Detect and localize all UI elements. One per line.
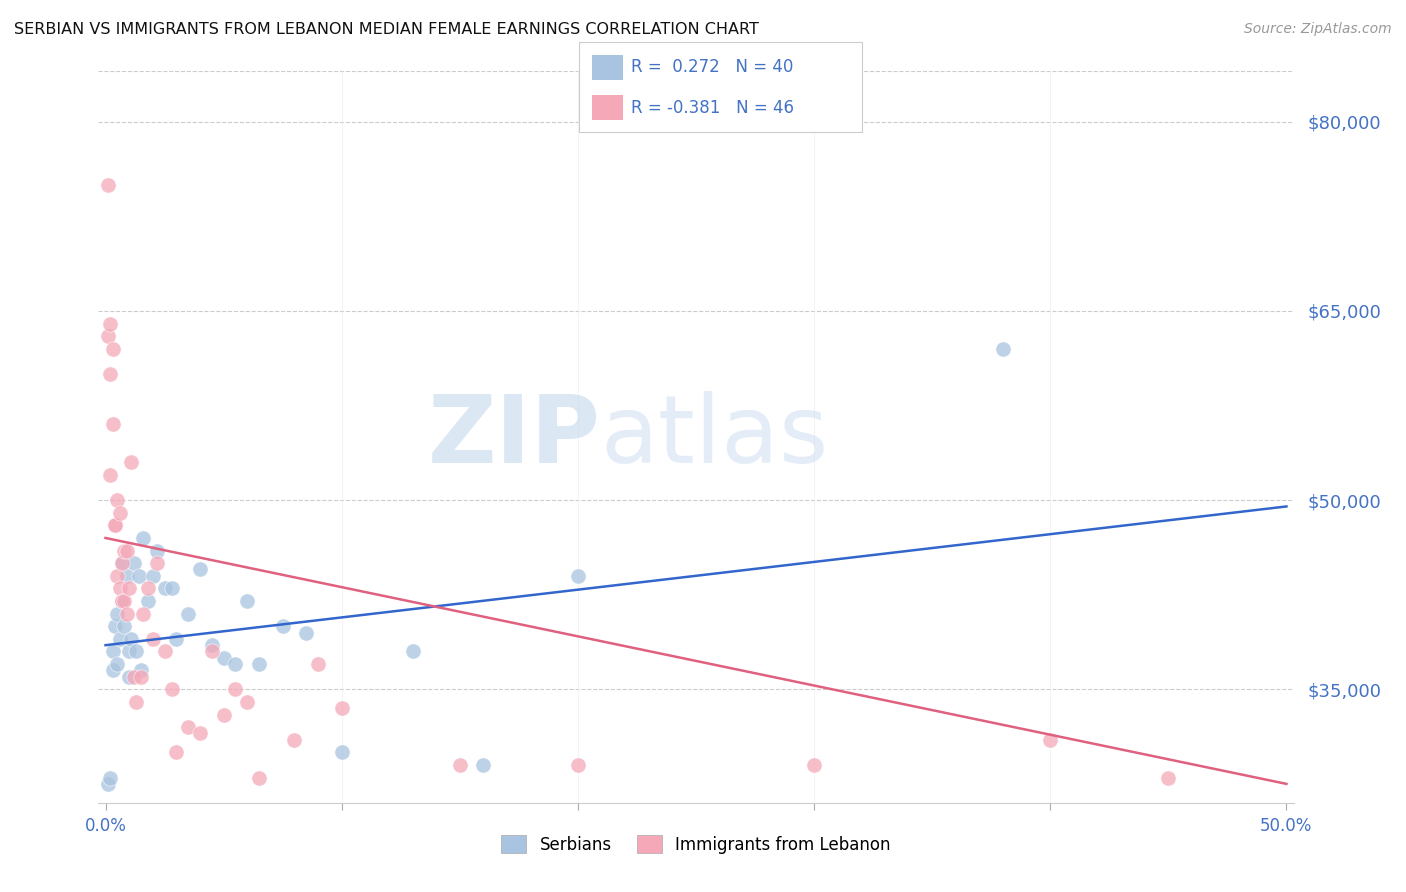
- Point: [1039, 732, 1062, 747]
- Point: [271, 619, 294, 633]
- Point: [105, 493, 128, 508]
- Point: [101, 342, 124, 356]
- Point: [125, 695, 148, 709]
- Point: [112, 543, 135, 558]
- Point: [567, 569, 589, 583]
- Point: [105, 607, 128, 621]
- Point: [307, 657, 329, 671]
- Point: [97, 777, 120, 791]
- Point: [112, 594, 135, 608]
- Text: ZIP: ZIP: [427, 391, 600, 483]
- Point: [101, 644, 124, 658]
- Point: [118, 670, 141, 684]
- Text: R =  0.272   N = 40: R = 0.272 N = 40: [631, 58, 793, 77]
- Text: SERBIAN VS IMMIGRANTS FROM LEBANON MEDIAN FEMALE EARNINGS CORRELATION CHART: SERBIAN VS IMMIGRANTS FROM LEBANON MEDIA…: [14, 22, 759, 37]
- Point: [111, 556, 134, 570]
- Point: [101, 664, 124, 678]
- Point: [449, 758, 471, 772]
- Point: [165, 632, 187, 646]
- Point: [330, 701, 353, 715]
- Point: [128, 569, 150, 583]
- Point: [401, 644, 423, 658]
- Point: [118, 644, 141, 658]
- Point: [146, 556, 169, 570]
- Point: [108, 632, 131, 646]
- Point: [803, 758, 825, 772]
- Point: [118, 582, 141, 596]
- Point: [122, 670, 145, 684]
- Point: [247, 657, 270, 671]
- Point: [98, 467, 121, 482]
- Text: R = -0.381   N = 46: R = -0.381 N = 46: [631, 99, 794, 117]
- Point: [104, 518, 127, 533]
- Point: [108, 506, 131, 520]
- Point: [236, 594, 259, 608]
- Point: [125, 644, 148, 658]
- Point: [201, 638, 224, 652]
- Point: [111, 594, 134, 608]
- Point: [567, 758, 589, 772]
- Point: [247, 771, 270, 785]
- Point: [104, 518, 127, 533]
- Point: [122, 556, 145, 570]
- Text: Source: ZipAtlas.com: Source: ZipAtlas.com: [1244, 22, 1392, 37]
- Point: [105, 657, 128, 671]
- Point: [136, 594, 159, 608]
- Point: [101, 417, 124, 432]
- Point: [1157, 771, 1180, 785]
- Point: [224, 657, 246, 671]
- Point: [97, 178, 120, 192]
- Point: [105, 569, 128, 583]
- Point: [111, 556, 134, 570]
- Point: [115, 607, 138, 621]
- Point: [115, 543, 138, 558]
- Point: [212, 650, 235, 665]
- Point: [146, 543, 169, 558]
- Point: [224, 682, 246, 697]
- Point: [98, 771, 121, 785]
- Point: [330, 745, 353, 759]
- Point: [136, 582, 159, 596]
- Point: [160, 682, 183, 697]
- Text: atlas: atlas: [600, 391, 828, 483]
- Point: [129, 664, 152, 678]
- Point: [177, 720, 200, 734]
- Point: [98, 367, 121, 381]
- Point: [111, 594, 134, 608]
- Point: [142, 569, 165, 583]
- Point: [153, 644, 176, 658]
- Point: [283, 732, 305, 747]
- Point: [97, 329, 120, 343]
- Point: [236, 695, 259, 709]
- Point: [165, 745, 187, 759]
- Point: [132, 531, 155, 545]
- Point: [153, 582, 176, 596]
- Point: [115, 569, 138, 583]
- Point: [188, 726, 211, 740]
- Point: [142, 632, 165, 646]
- Point: [98, 317, 121, 331]
- Point: [212, 707, 235, 722]
- Point: [472, 758, 495, 772]
- Point: [108, 582, 131, 596]
- Point: [188, 562, 211, 576]
- Legend: Serbians, Immigrants from Lebanon: Serbians, Immigrants from Lebanon: [495, 829, 897, 860]
- Point: [177, 607, 200, 621]
- Point: [991, 342, 1014, 356]
- Point: [121, 632, 143, 646]
- Point: [104, 619, 127, 633]
- Point: [129, 670, 152, 684]
- Point: [132, 607, 155, 621]
- Point: [295, 625, 318, 640]
- Point: [112, 619, 135, 633]
- Point: [121, 455, 143, 469]
- Point: [160, 582, 183, 596]
- Point: [201, 644, 224, 658]
